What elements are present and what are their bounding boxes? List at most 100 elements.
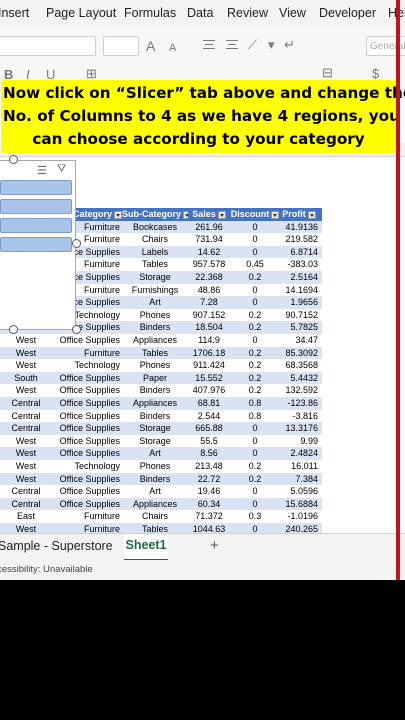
resize-handle-bottom-right[interactable] xyxy=(72,325,81,334)
cell-discount[interactable]: 0.2 xyxy=(248,385,262,396)
cell-category[interactable]: Office Supplies xyxy=(59,473,120,484)
cell-region[interactable]: West xyxy=(15,473,37,484)
cell-profit[interactable]: 9.99 xyxy=(300,435,318,446)
cell-region[interactable]: Central xyxy=(11,410,41,421)
cell-sub-category[interactable]: Binders xyxy=(139,410,171,421)
cell-profit[interactable]: 13.3176 xyxy=(285,423,318,434)
underline-icon[interactable]: U xyxy=(46,67,56,82)
cell-category[interactable]: Office Supplies xyxy=(59,486,120,497)
filter-dropdown-icon[interactable] xyxy=(114,210,122,219)
cell-region[interactable]: West xyxy=(15,435,37,446)
cell-region[interactable]: West xyxy=(15,448,37,459)
cell-category[interactable]: Office Supplies xyxy=(59,410,120,421)
cell-sub-category[interactable]: Tables xyxy=(141,524,168,534)
cell-sub-category[interactable]: Chairs xyxy=(141,234,168,245)
cell-sales[interactable]: 7.28 xyxy=(200,297,218,308)
cell-profit[interactable]: 34.47 xyxy=(295,335,318,345)
cell-sub-category[interactable]: Binders xyxy=(139,385,171,396)
cell-profit[interactable]: 240.265 xyxy=(285,524,318,534)
cell-sub-category[interactable]: Art xyxy=(149,448,161,459)
cell-category[interactable]: Furniture xyxy=(83,511,120,522)
slicer-item-2[interactable] xyxy=(0,199,72,214)
menu-formulas[interactable]: Formulas xyxy=(124,6,177,20)
cell-region[interactable]: Central xyxy=(11,486,41,497)
cell-sub-category[interactable]: Phones xyxy=(139,461,171,471)
wrap-text-icon[interactable]: ↵ xyxy=(284,37,295,52)
cell-sub-category[interactable]: Appliances xyxy=(132,398,178,408)
cell-category[interactable]: Office Supplies xyxy=(59,246,120,257)
cell-sub-category[interactable]: Appliances xyxy=(132,498,178,509)
cell-category[interactable]: Technology xyxy=(74,309,120,320)
cell-category[interactable]: Technology xyxy=(74,360,120,371)
cell-sales[interactable]: 665.88 xyxy=(195,423,223,434)
cell-region[interactable]: East xyxy=(16,511,35,522)
cell-sales[interactable]: 911.424 xyxy=(193,360,225,371)
cell-profit[interactable]: 41.9136 xyxy=(285,221,318,232)
increase-font-icon[interactable]: A xyxy=(146,38,156,54)
cell-profit[interactable]: -3.816 xyxy=(292,410,318,421)
cell-category[interactable]: Technology xyxy=(74,461,120,471)
number-format-box[interactable]: General xyxy=(366,36,405,56)
merge-icon[interactable]: ⊟ xyxy=(322,65,333,80)
cell-sales[interactable]: 60.34 xyxy=(197,498,221,509)
filter-dropdown-icon[interactable] xyxy=(307,210,316,219)
cell-sub-category[interactable]: Storage xyxy=(139,272,171,282)
cell-category[interactable]: Office Supplies xyxy=(59,435,120,446)
cell-discount[interactable]: 0 xyxy=(252,486,258,497)
italic-icon[interactable]: I xyxy=(26,67,30,82)
cell-region[interactable]: West xyxy=(15,461,37,471)
cell-discount[interactable]: 0.2 xyxy=(248,322,262,333)
cell-sub-category[interactable]: Tables xyxy=(141,259,168,270)
cell-sales[interactable]: 22.72 xyxy=(197,473,221,484)
menu-review[interactable]: Review xyxy=(227,6,268,20)
cell-category[interactable]: Office Supplies xyxy=(59,297,120,308)
cell-sales[interactable]: 114.9 xyxy=(198,335,220,345)
cell-sub-category[interactable]: Phones xyxy=(139,360,171,371)
cell-sub-category[interactable]: Tables xyxy=(141,347,168,358)
cell-profit[interactable]: 5.7825 xyxy=(290,322,318,333)
cell-sub-category[interactable]: Storage xyxy=(139,435,171,446)
cell-region[interactable]: West xyxy=(15,385,37,396)
add-sheet-icon[interactable]: + xyxy=(210,537,219,554)
header-profit[interactable]: Profit xyxy=(280,208,322,221)
bold-icon[interactable]: B xyxy=(4,67,14,82)
cell-discount[interactable]: 0.2 xyxy=(248,309,262,320)
cell-sales[interactable]: 261.96 xyxy=(195,221,223,232)
cell-sales[interactable]: 68.81 xyxy=(197,398,221,408)
cell-sales[interactable]: 1044.63 xyxy=(192,524,226,534)
cell-profit[interactable]: -383.03 xyxy=(287,259,318,270)
cell-region[interactable]: West xyxy=(15,360,37,371)
cell-discount[interactable]: 0 xyxy=(252,423,258,434)
cell-category[interactable]: Furniture xyxy=(83,259,120,270)
cell-profit[interactable]: 16.011 xyxy=(291,461,318,471)
cell-category[interactable]: Furniture xyxy=(83,284,120,295)
cell-profit[interactable]: 68.3568 xyxy=(285,360,318,371)
cell-region[interactable]: West xyxy=(15,347,37,358)
borders-icon[interactable]: ⊞ xyxy=(86,66,97,81)
cell-category[interactable]: Office Supplies xyxy=(59,335,120,345)
cell-sub-category[interactable]: Labels xyxy=(141,246,169,257)
cell-category[interactable]: Office Supplies xyxy=(59,322,120,333)
cell-sales[interactable]: 18.504 xyxy=(195,322,223,333)
cell-discount[interactable]: 0 xyxy=(252,284,258,295)
header-discount[interactable]: Discount xyxy=(230,208,280,221)
cell-category[interactable]: Furniture xyxy=(83,221,120,232)
decrease-font-icon[interactable]: A xyxy=(169,42,177,54)
cell-category[interactable]: Office Supplies xyxy=(59,272,120,282)
cell-category[interactable]: Furniture xyxy=(83,234,120,245)
cell-discount[interactable]: 0.45 xyxy=(246,259,264,270)
cell-profit[interactable]: 7.384 xyxy=(295,473,318,484)
cell-category[interactable]: Office Supplies xyxy=(59,372,120,383)
cell-discount[interactable]: 0 xyxy=(252,435,258,446)
cell-sales[interactable]: 731.94 xyxy=(195,234,223,245)
cell-discount[interactable]: 0 xyxy=(252,498,258,509)
cell-discount[interactable]: 0.2 xyxy=(248,461,262,471)
header-sub-category[interactable]: Sub-Category xyxy=(122,208,188,221)
cell-region[interactable]: Central xyxy=(11,498,41,509)
cell-discount[interactable]: 0 xyxy=(252,524,258,534)
cell-profit[interactable]: 5.0596 xyxy=(290,486,318,497)
cell-category[interactable]: Furniture xyxy=(83,524,120,534)
cell-sales[interactable]: 957.578 xyxy=(192,259,226,270)
cell-discount[interactable]: 0.2 xyxy=(248,360,262,371)
filter-dropdown-icon[interactable] xyxy=(217,210,226,219)
